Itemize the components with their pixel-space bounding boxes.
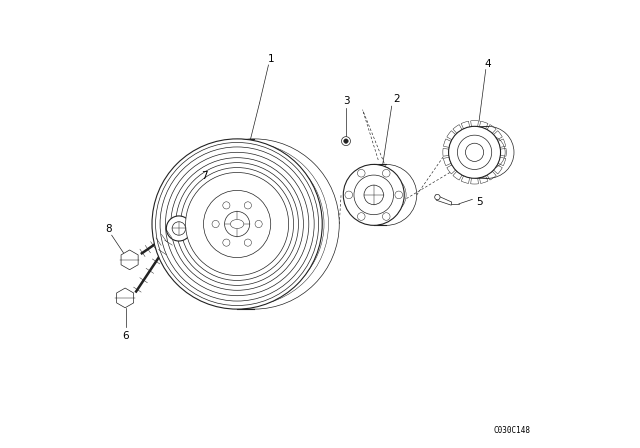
Circle shape [383,213,390,220]
Circle shape [212,220,219,228]
Wedge shape [461,121,474,152]
Circle shape [458,135,492,169]
Ellipse shape [152,139,339,309]
Wedge shape [444,152,474,166]
Ellipse shape [225,211,250,237]
Ellipse shape [343,164,404,225]
Circle shape [244,202,252,209]
Text: 5: 5 [476,198,483,207]
Wedge shape [474,152,502,174]
Wedge shape [474,125,496,152]
Circle shape [345,191,353,199]
Wedge shape [474,152,496,180]
Circle shape [172,222,186,235]
Ellipse shape [354,175,394,215]
Wedge shape [453,125,474,152]
Wedge shape [447,131,474,152]
Text: 4: 4 [484,59,492,69]
Circle shape [342,137,351,146]
Ellipse shape [364,185,383,205]
Ellipse shape [186,172,289,276]
Circle shape [449,126,500,178]
Text: 6: 6 [123,331,129,341]
Wedge shape [474,121,488,152]
Circle shape [465,143,484,161]
Circle shape [435,194,440,200]
Wedge shape [474,152,488,183]
Ellipse shape [152,139,323,309]
Polygon shape [436,195,452,205]
Circle shape [383,169,390,177]
Wedge shape [447,152,474,174]
Circle shape [244,239,252,246]
Circle shape [358,213,365,220]
Ellipse shape [230,220,244,228]
Text: 7: 7 [202,171,208,181]
Wedge shape [443,148,474,156]
Polygon shape [116,288,134,308]
Wedge shape [474,148,506,156]
Ellipse shape [204,190,271,258]
Circle shape [395,191,403,199]
Text: 8: 8 [105,224,111,234]
Wedge shape [470,152,479,184]
Wedge shape [474,152,506,166]
Wedge shape [461,152,474,183]
Circle shape [223,239,230,246]
Wedge shape [474,139,506,152]
Circle shape [344,139,348,143]
Circle shape [358,169,365,177]
Circle shape [223,202,230,209]
Text: 2: 2 [393,95,399,104]
Wedge shape [453,152,474,180]
Text: 3: 3 [342,96,349,106]
Polygon shape [121,250,138,270]
Text: C030C148: C030C148 [493,426,531,435]
Wedge shape [444,139,474,152]
Text: 1: 1 [268,54,274,64]
Wedge shape [470,121,479,152]
Circle shape [255,220,262,228]
Circle shape [166,216,191,241]
Wedge shape [474,131,502,152]
